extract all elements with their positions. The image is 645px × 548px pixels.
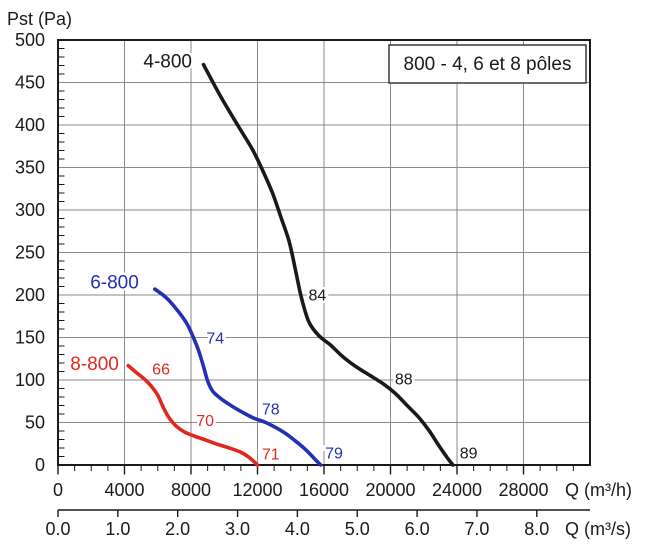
point-label-70: 70 (196, 413, 214, 430)
svg-text:0: 0 (53, 480, 63, 500)
point-label-71: 71 (262, 446, 280, 463)
svg-text:6.0: 6.0 (405, 519, 430, 539)
svg-text:4000: 4000 (104, 480, 144, 500)
axis-titles: Pst (Pa) Q (m³/h) Q (m³/s) (7, 9, 632, 539)
svg-text:Q (m³/s): Q (m³/s) (565, 519, 631, 539)
point-label-74: 74 (206, 331, 224, 348)
curve-6-800: 6-800 74 78 79 (88, 270, 345, 467)
point-label-66: 66 (152, 361, 170, 378)
point-label-84: 84 (308, 287, 326, 304)
svg-text:50: 50 (25, 413, 45, 433)
legend-box (388, 44, 587, 84)
svg-text:Pst (Pa): Pst (Pa) (7, 9, 72, 29)
svg-text:Q (m³/h): Q (m³/h) (565, 480, 632, 500)
svg-text:450: 450 (15, 73, 45, 93)
svg-text:1.0: 1.0 (105, 519, 130, 539)
svg-text:100: 100 (15, 370, 45, 390)
svg-text:8000: 8000 (171, 480, 211, 500)
svg-text:0.0: 0.0 (45, 519, 70, 539)
svg-text:800 - 4, 6 et 8 pôles: 800 - 4, 6 et 8 pôles (404, 54, 572, 75)
svg-text:150: 150 (15, 328, 45, 348)
curve-label-6-800: 6-800 (90, 273, 139, 294)
svg-text:250: 250 (15, 243, 45, 263)
curve-label-8-800: 8-800 (70, 354, 119, 375)
y-tick-labels: 0 50 100 150 200 250 300 350 400 450 500 (15, 30, 45, 475)
curve-line-6-800 (153, 287, 323, 467)
curve-label-4-800: 4-800 (143, 52, 192, 73)
svg-text:500: 500 (15, 30, 45, 50)
point-label-79: 79 (325, 445, 343, 462)
curve-4-800: 4-800 84 88 89 (141, 49, 480, 467)
svg-text:300: 300 (15, 200, 45, 220)
svg-text:2.0: 2.0 (165, 519, 190, 539)
plot-frame (57, 39, 591, 466)
svg-text:7.0: 7.0 (464, 519, 489, 539)
svg-text:5.0: 5.0 (345, 519, 370, 539)
point-label-88: 88 (395, 372, 413, 389)
secondary-axis: 0.0 1.0 2.0 3.0 4.0 5.0 6.0 7.0 8.0 (45, 509, 590, 539)
svg-text:350: 350 (15, 158, 45, 178)
svg-text:3.0: 3.0 (225, 519, 250, 539)
svg-text:0: 0 (35, 455, 45, 475)
svg-text:12000: 12000 (232, 480, 282, 500)
svg-text:16000: 16000 (299, 480, 349, 500)
legend: 800 - 4, 6 et 8 pôles (388, 44, 587, 84)
svg-text:4.0: 4.0 (285, 519, 310, 539)
svg-text:24000: 24000 (432, 480, 482, 500)
point-label-78: 78 (262, 401, 280, 418)
curve-line-4-800 (201, 62, 455, 467)
gridlines (58, 40, 590, 465)
svg-text:28000: 28000 (498, 480, 548, 500)
axis-ticks (57, 48, 574, 475)
x-tick-labels: 0 4000 8000 12000 16000 20000 24000 28000 (53, 480, 549, 500)
svg-text:8.0: 8.0 (524, 519, 549, 539)
svg-text:400: 400 (15, 115, 45, 135)
curve-line-8-800 (126, 363, 260, 467)
point-label-89: 89 (460, 445, 478, 462)
svg-text:20000: 20000 (365, 480, 415, 500)
curve-8-800: 8-800 66 70 71 (68, 352, 282, 467)
svg-text:200: 200 (15, 285, 45, 305)
